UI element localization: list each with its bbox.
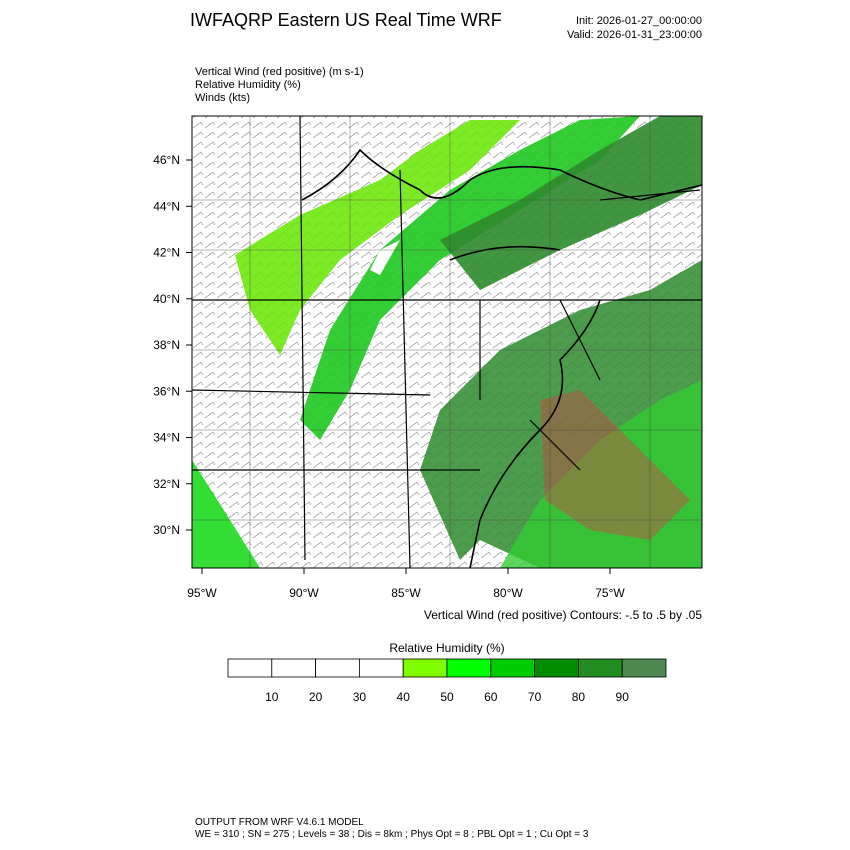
- lon-label: 95°W: [187, 586, 217, 600]
- lat-label: 44°N: [153, 199, 180, 213]
- lat-label: 32°N: [153, 477, 180, 491]
- lon-label: 85°W: [391, 586, 421, 600]
- colorbar-label: 30: [353, 690, 367, 704]
- colorbar-box: [534, 658, 579, 678]
- footer-line: OUTPUT FROM WRF V4.6.1 MODEL: [195, 817, 364, 828]
- colorbar-title: Relative Humidity (%): [389, 641, 504, 655]
- lat-label: 40°N: [153, 292, 180, 306]
- title: IWFAQRP Eastern US Real Time WRF: [190, 10, 502, 30]
- colorbar-box: [358, 658, 404, 678]
- lat-label: 30°N: [153, 523, 180, 537]
- field-label: Relative Humidity (%): [195, 79, 301, 91]
- colorbar-box: [621, 658, 667, 678]
- colorbar-label: 60: [484, 690, 498, 704]
- contour-note: Vertical Wind (red positive) Contours: -…: [424, 608, 702, 622]
- map-area: [192, 116, 702, 568]
- colorbar-label: 70: [528, 690, 542, 704]
- colorbar-label: 10: [265, 690, 279, 704]
- lat-label: 34°N: [153, 431, 180, 445]
- map-frame: [191, 115, 703, 569]
- field-label: Vertical Wind (red positive) (m s-1): [195, 66, 364, 78]
- colorbar-box: [446, 658, 492, 678]
- colorbar-box: [402, 658, 448, 678]
- footer-line: WE = 310 ; SN = 275 ; Levels = 38 ; Dis …: [195, 829, 589, 840]
- lat-label: 42°N: [153, 246, 180, 260]
- colorbar-box: [578, 658, 623, 678]
- init-time: Init: 2026-01-27_00:00:00: [576, 15, 702, 27]
- valid-time: Valid: 2026-01-31_23:00:00: [567, 29, 702, 41]
- colorbar-label: 80: [572, 690, 586, 704]
- lat-label: 36°N: [153, 384, 180, 398]
- colorbar-label: 50: [440, 690, 454, 704]
- colorbar-box: [271, 658, 316, 678]
- colorbar-label: 20: [309, 690, 323, 704]
- colorbar-box: [490, 658, 535, 678]
- colorbar-box: [227, 658, 273, 678]
- lat-label: 38°N: [153, 338, 180, 352]
- lon-label: 80°W: [493, 586, 523, 600]
- lat-label: 46°N: [153, 153, 180, 167]
- colorbar-box: [315, 658, 360, 678]
- colorbar-label: 40: [397, 690, 411, 704]
- lon-label: 75°W: [595, 586, 625, 600]
- colorbar-label: 90: [616, 690, 630, 704]
- lon-label: 90°W: [289, 586, 319, 600]
- field-label: Winds (kts): [195, 92, 250, 104]
